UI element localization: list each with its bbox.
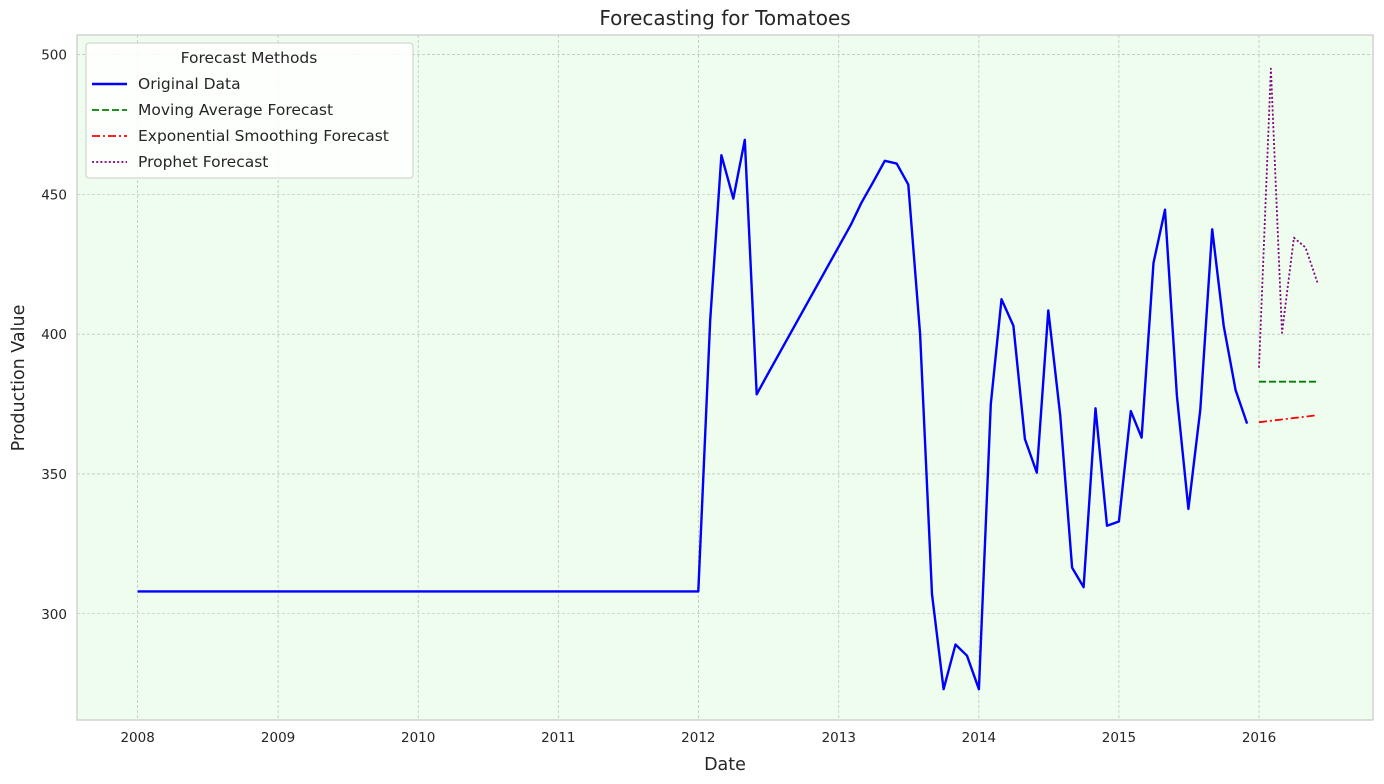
legend-title: Forecast Methods xyxy=(181,49,318,67)
x-tick-label: 2014 xyxy=(962,730,996,746)
legend-items: Original Data Moving Average Forecast Expo… xyxy=(92,75,389,171)
series-group xyxy=(137,67,1319,691)
x-axis-label: Date xyxy=(704,755,746,775)
x-tick-label: 2009 xyxy=(261,730,295,746)
chart-title: Forecasting for Tomatoes xyxy=(599,6,850,30)
x-tick-label: 2013 xyxy=(822,730,856,746)
y-axis-label: Production Value xyxy=(9,305,29,452)
y-tick-label: 350 xyxy=(41,467,67,483)
x-tick-label: 2011 xyxy=(541,730,575,746)
y-tick-label: 450 xyxy=(41,187,67,203)
y-tick-label: 500 xyxy=(41,48,67,64)
series-line-4 xyxy=(1258,67,1319,368)
plot-frame xyxy=(76,34,1374,721)
y-tick-labels: 300 350 400 450 500 xyxy=(41,48,67,623)
legend-entry-label: Prophet Forecast xyxy=(138,153,268,171)
legend-entry-label: Exponential Smoothing Forecast xyxy=(138,127,389,145)
x-tick-label: 2008 xyxy=(120,730,154,746)
y-tick-label: 300 xyxy=(41,607,67,623)
legend: Forecast Methods Original Data Moving Ave… xyxy=(85,42,414,179)
x-tick-label: 2010 xyxy=(401,730,435,746)
grid-lines xyxy=(77,35,1373,720)
legend-entry-label: Moving Average Forecast xyxy=(138,101,333,119)
series-line-3 xyxy=(1258,414,1318,424)
x-tick-label: 2015 xyxy=(1102,730,1136,746)
series-line-1 xyxy=(137,138,1249,691)
legend-box xyxy=(85,42,414,179)
x-tick-label: 2012 xyxy=(681,730,715,746)
x-tick-labels: 2008 2009 2010 2011 2012 2013 2014 2015 2016 xyxy=(120,730,1276,746)
x-tick-label: 2016 xyxy=(1242,730,1276,746)
y-tick-label: 400 xyxy=(41,327,67,343)
legend-entry-label: Original Data xyxy=(138,75,241,93)
